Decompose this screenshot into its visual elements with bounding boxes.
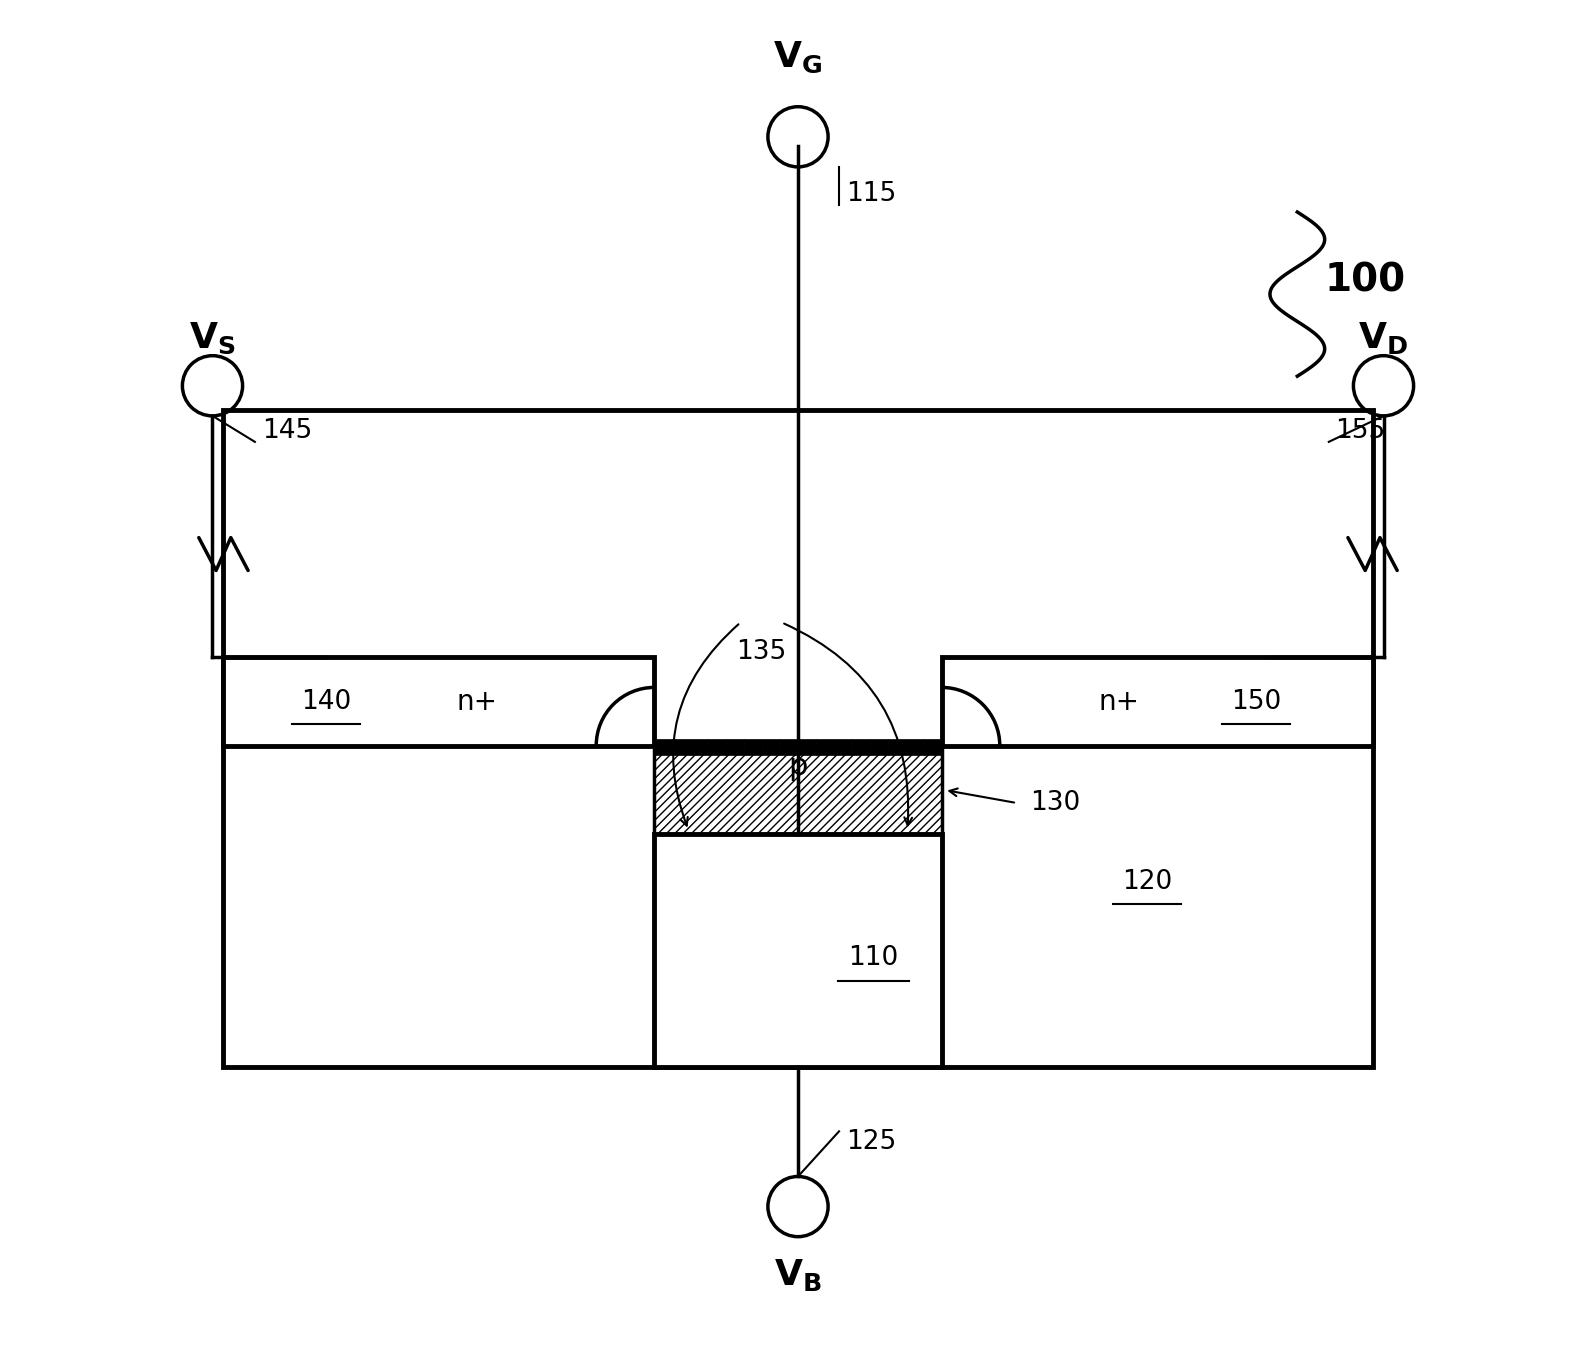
Bar [763,739,780,755]
Text: 115: 115 [846,181,895,208]
Text: 130: 130 [1031,789,1080,817]
Text: 125: 125 [846,1129,895,1156]
Bar [744,739,763,755]
Bar [709,739,726,755]
Bar [654,746,942,834]
Bar [833,739,852,755]
Bar [654,739,672,755]
Text: 155: 155 [1336,417,1385,445]
Text: $\mathbf{V_D}$: $\mathbf{V_D}$ [1358,320,1409,356]
Bar [907,739,924,755]
Text: $\mathbf{V_S}$: $\mathbf{V_S}$ [190,320,236,356]
Text: $\mathbf{V_G}$: $\mathbf{V_G}$ [774,40,822,75]
Bar [798,739,816,755]
Text: 135: 135 [736,639,787,665]
Text: 110: 110 [847,944,899,971]
Bar [223,410,1373,1067]
Bar [654,834,942,1067]
Text: 100: 100 [1325,261,1406,300]
Text: 120: 120 [1122,869,1171,896]
Bar [223,657,654,746]
Text: n+: n+ [456,688,496,715]
Bar [726,739,744,755]
Bar [780,739,798,755]
Bar [672,739,691,755]
Bar [689,739,709,755]
Bar [942,657,1373,746]
Bar [924,739,942,755]
Bar [887,739,907,755]
Text: $\mathbf{V_B}$: $\mathbf{V_B}$ [774,1257,822,1293]
Text: 140: 140 [302,688,351,715]
Text: n+: n+ [1100,688,1140,715]
Bar [870,739,887,755]
Bar [852,739,870,755]
Bar [816,739,835,755]
Text: 145: 145 [262,417,311,445]
Text: 150: 150 [1231,688,1282,715]
Text: p: p [788,751,808,781]
